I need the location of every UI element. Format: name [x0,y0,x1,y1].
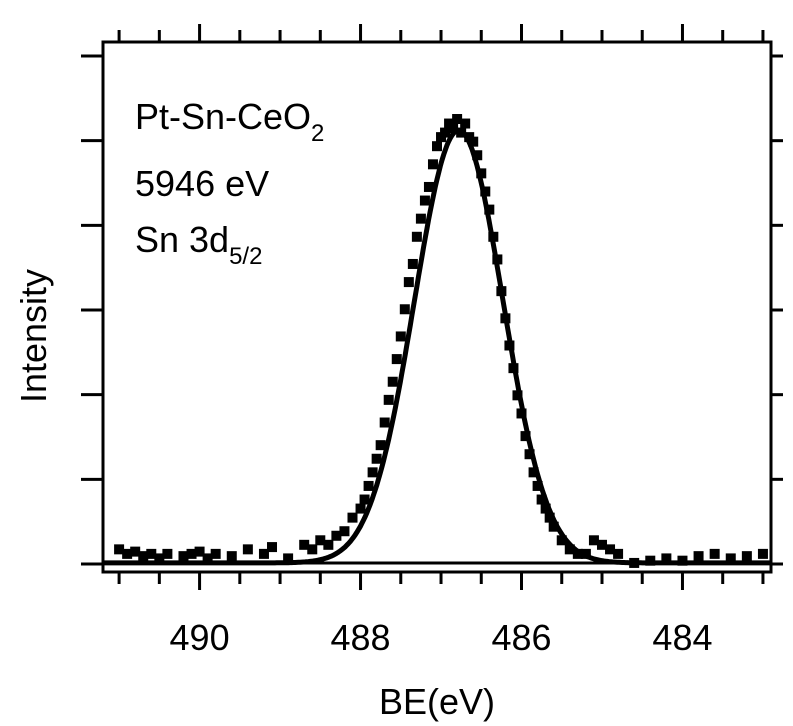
x-tick-label: 488 [331,617,391,658]
data-point [741,551,752,562]
x-axis-label: BE(eV) [379,681,495,722]
sample-annotation: Pt-Sn-CeO2 [135,96,324,147]
data-point [186,548,197,559]
data-point [544,512,555,523]
data-point [403,277,414,288]
data-point [130,546,141,557]
data-point [725,553,736,564]
orbital-annotation-main: Sn 3d [135,219,229,260]
x-axis-tick-labels: 490 488 486 484 [170,617,713,658]
data-point [540,503,551,514]
data-point [162,548,173,559]
data-point [267,542,278,553]
data-point [427,159,438,170]
data-point [371,453,382,464]
data-point [556,535,567,546]
energy-annotation: 5946 eV [135,163,269,204]
data-point [323,539,334,550]
data-point [419,195,430,206]
orbital-annotation-subscript: 5/2 [229,243,262,270]
data-point [138,551,149,562]
data-point [359,494,370,505]
data-point [452,114,463,125]
x-tick-label: 490 [170,617,230,658]
data-point [258,548,269,559]
data-point [242,544,253,555]
data-point [588,535,599,546]
fit-curve [102,127,772,566]
data-point [432,141,442,152]
sample-annotation-subscript: 2 [311,120,324,147]
data-point [468,136,479,147]
data-point [194,546,205,557]
y-axis-label: Intensity [13,269,54,403]
data-point [202,553,213,564]
y-axis-ticks [81,54,783,566]
data-point [383,394,394,405]
data-point [387,376,398,387]
data-point [532,480,543,491]
data-point [154,553,165,564]
data-point [709,548,720,559]
data-point [524,449,535,460]
data-point [528,467,539,478]
data-point [757,548,768,559]
data-point [339,526,350,537]
data-point [375,440,386,451]
data-point [146,548,157,559]
data-point [122,548,133,559]
data-point [448,123,459,134]
data-point [548,521,559,532]
data-point [605,544,616,555]
data-point [283,553,294,564]
data-point [460,118,471,129]
data-point [315,535,326,546]
data-point [114,544,125,555]
data-point [395,331,406,342]
plot-frame [101,40,773,574]
data-point [299,539,310,550]
data-point [379,417,390,428]
data-point [391,354,402,365]
data-point [210,548,221,559]
sample-annotation-main: Pt-Sn-CeO [135,96,311,137]
data-point [347,512,358,523]
data-point [367,467,378,478]
data-point [355,503,366,514]
data-point [613,548,624,559]
data-point [407,258,418,269]
data-point [226,551,237,562]
data-point [415,213,426,224]
data-point [693,551,704,562]
x-tick-label: 486 [491,617,551,658]
data-point [472,150,483,161]
data-point [564,544,575,555]
data-point [661,553,672,564]
x-tick-label: 484 [652,617,712,658]
data-point [331,530,342,541]
data-point [399,304,410,315]
x-axis-ticks [117,24,765,590]
data-point [178,551,189,562]
orbital-annotation: Sn 3d5/2 [135,219,262,270]
data-point [363,480,374,491]
data-point [440,127,451,138]
data-point [411,231,422,242]
data-point [423,181,434,192]
data-point [307,544,318,555]
data-point [536,494,547,505]
data-point [596,539,607,550]
